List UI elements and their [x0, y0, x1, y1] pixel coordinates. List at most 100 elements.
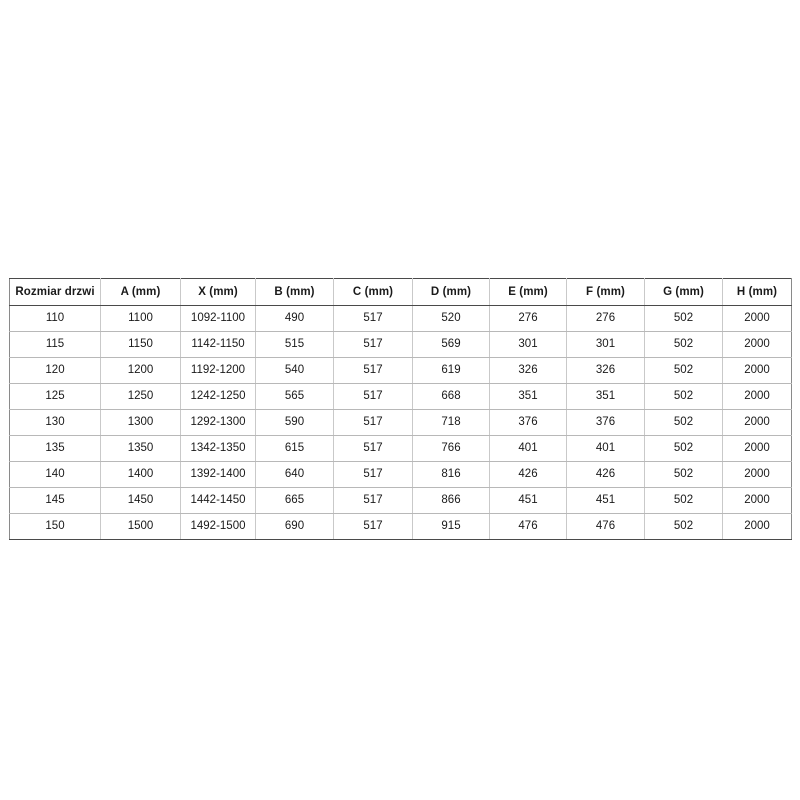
- cell-h: 2000: [722, 461, 792, 488]
- cell-x: 1442-1450: [180, 487, 256, 514]
- cell-f: 301: [566, 331, 645, 358]
- cell-h: 2000: [722, 305, 792, 332]
- cell-c: 517: [333, 383, 413, 410]
- table-row: 150 1500 1492-1500 690 517 915 476 476 5…: [9, 513, 792, 540]
- cell-h: 2000: [722, 383, 792, 410]
- cell-f: 426: [566, 461, 645, 488]
- cell-c: 517: [333, 331, 413, 358]
- cell-x: 1342-1350: [180, 435, 256, 462]
- cell-b: 590: [255, 409, 334, 436]
- cell-a: 1450: [100, 487, 181, 514]
- cell-g: 502: [644, 435, 723, 462]
- cell-d: 718: [412, 409, 490, 436]
- table-row: 135 1350 1342-1350 615 517 766 401 401 5…: [9, 435, 792, 462]
- cell-x: 1392-1400: [180, 461, 256, 488]
- table-row: 125 1250 1242-1250 565 517 668 351 351 5…: [9, 383, 792, 410]
- cell-f: 476: [566, 513, 645, 540]
- cell-b: 615: [255, 435, 334, 462]
- column-header-rozmiar-drzwi: Rozmiar drzwi: [9, 278, 101, 306]
- cell-a: 1500: [100, 513, 181, 540]
- cell-e: 326: [489, 357, 567, 384]
- cell-e: 276: [489, 305, 567, 332]
- cell-g: 502: [644, 305, 723, 332]
- cell-e: 351: [489, 383, 567, 410]
- cell-b: 565: [255, 383, 334, 410]
- cell-f: 451: [566, 487, 645, 514]
- table-row: 140 1400 1392-1400 640 517 816 426 426 5…: [9, 461, 792, 488]
- column-header-c: C (mm): [333, 278, 413, 306]
- table-body: 110 1100 1092-1100 490 517 520 276 276 5…: [9, 305, 792, 540]
- cell-rozmiar-drzwi: 125: [9, 383, 101, 410]
- cell-f: 326: [566, 357, 645, 384]
- cell-b: 515: [255, 331, 334, 358]
- cell-rozmiar-drzwi: 120: [9, 357, 101, 384]
- cell-a: 1150: [100, 331, 181, 358]
- cell-rozmiar-drzwi: 130: [9, 409, 101, 436]
- cell-d: 866: [412, 487, 490, 514]
- cell-d: 766: [412, 435, 490, 462]
- cell-h: 2000: [722, 513, 792, 540]
- cell-rozmiar-drzwi: 140: [9, 461, 101, 488]
- cell-g: 502: [644, 461, 723, 488]
- specification-table-container: Rozmiar drzwi A (mm) X (mm) B (mm) C (mm…: [9, 278, 792, 540]
- cell-rozmiar-drzwi: 145: [9, 487, 101, 514]
- column-header-x: X (mm): [180, 278, 256, 306]
- column-header-e: E (mm): [489, 278, 567, 306]
- cell-rozmiar-drzwi: 115: [9, 331, 101, 358]
- cell-g: 502: [644, 513, 723, 540]
- table-row: 110 1100 1092-1100 490 517 520 276 276 5…: [9, 305, 792, 332]
- table-row: 145 1450 1442-1450 665 517 866 451 451 5…: [9, 487, 792, 514]
- cell-f: 376: [566, 409, 645, 436]
- cell-x: 1192-1200: [180, 357, 256, 384]
- cell-g: 502: [644, 331, 723, 358]
- column-header-g: G (mm): [644, 278, 723, 306]
- cell-x: 1492-1500: [180, 513, 256, 540]
- cell-e: 451: [489, 487, 567, 514]
- cell-a: 1100: [100, 305, 181, 332]
- cell-g: 502: [644, 487, 723, 514]
- cell-a: 1200: [100, 357, 181, 384]
- cell-c: 517: [333, 461, 413, 488]
- table-header-row: Rozmiar drzwi A (mm) X (mm) B (mm) C (mm…: [9, 278, 792, 306]
- column-header-a: A (mm): [100, 278, 181, 306]
- cell-e: 401: [489, 435, 567, 462]
- cell-c: 517: [333, 357, 413, 384]
- cell-f: 401: [566, 435, 645, 462]
- cell-b: 640: [255, 461, 334, 488]
- cell-a: 1400: [100, 461, 181, 488]
- cell-f: 276: [566, 305, 645, 332]
- cell-c: 517: [333, 409, 413, 436]
- table-header: Rozmiar drzwi A (mm) X (mm) B (mm) C (mm…: [9, 278, 792, 306]
- cell-b: 690: [255, 513, 334, 540]
- cell-d: 915: [412, 513, 490, 540]
- table-row: 115 1150 1142-1150 515 517 569 301 301 5…: [9, 331, 792, 358]
- table-row: 130 1300 1292-1300 590 517 718 376 376 5…: [9, 409, 792, 436]
- cell-g: 502: [644, 383, 723, 410]
- cell-h: 2000: [722, 331, 792, 358]
- cell-a: 1300: [100, 409, 181, 436]
- cell-x: 1242-1250: [180, 383, 256, 410]
- cell-rozmiar-drzwi: 150: [9, 513, 101, 540]
- cell-rozmiar-drzwi: 135: [9, 435, 101, 462]
- table-row: 120 1200 1192-1200 540 517 619 326 326 5…: [9, 357, 792, 384]
- cell-b: 665: [255, 487, 334, 514]
- cell-x: 1142-1150: [180, 331, 256, 358]
- cell-a: 1350: [100, 435, 181, 462]
- cell-e: 301: [489, 331, 567, 358]
- cell-g: 502: [644, 409, 723, 436]
- cell-d: 816: [412, 461, 490, 488]
- cell-b: 540: [255, 357, 334, 384]
- column-header-d: D (mm): [412, 278, 490, 306]
- door-size-specification-table: Rozmiar drzwi A (mm) X (mm) B (mm) C (mm…: [9, 278, 792, 540]
- column-header-h: H (mm): [722, 278, 792, 306]
- cell-e: 376: [489, 409, 567, 436]
- cell-h: 2000: [722, 357, 792, 384]
- cell-rozmiar-drzwi: 110: [9, 305, 101, 332]
- cell-x: 1292-1300: [180, 409, 256, 436]
- cell-d: 668: [412, 383, 490, 410]
- column-header-b: B (mm): [255, 278, 334, 306]
- cell-h: 2000: [722, 435, 792, 462]
- cell-f: 351: [566, 383, 645, 410]
- cell-c: 517: [333, 513, 413, 540]
